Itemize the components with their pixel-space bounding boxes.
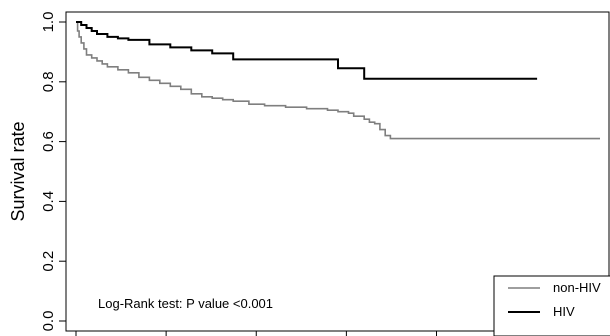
legend: non-HIV HIV bbox=[493, 275, 610, 336]
legend-box bbox=[493, 275, 610, 336]
y-tick-label: 0.2 bbox=[40, 251, 57, 272]
series-line-hiv bbox=[76, 21, 538, 80]
legend-label-non-hiv: non-HIV bbox=[553, 280, 601, 295]
plot-border bbox=[65, 11, 610, 332]
y-tick-label: 1.0 bbox=[40, 12, 57, 33]
series-line-non-hiv bbox=[76, 21, 600, 140]
legend-label-hiv: HIV bbox=[553, 304, 575, 319]
logrank-annotation: Log-Rank test: P value <0.001 bbox=[98, 296, 273, 311]
y-tick-label: 0.4 bbox=[40, 191, 57, 212]
y-tick-label: 0.0 bbox=[40, 311, 57, 332]
y-axis-title: Survival rate bbox=[8, 121, 28, 221]
plot-frame bbox=[65, 11, 610, 332]
series-layer bbox=[76, 21, 600, 140]
y-tick-label: 0.6 bbox=[40, 131, 57, 152]
y-tick-label: 0.8 bbox=[40, 71, 57, 92]
